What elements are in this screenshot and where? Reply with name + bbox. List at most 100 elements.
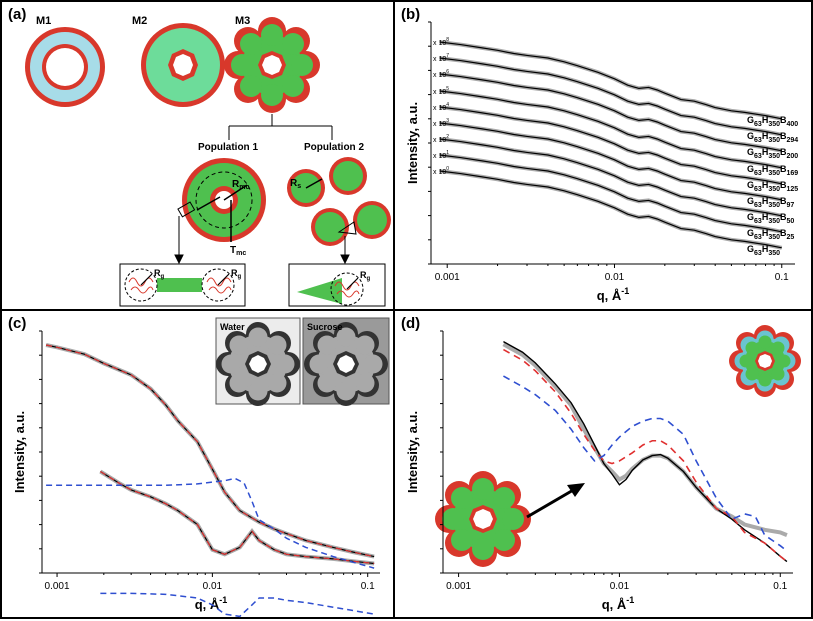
series-label: G63H350B294 [747, 131, 798, 144]
fit-line [439, 73, 782, 152]
series-fit-black [503, 341, 788, 563]
fit-line [439, 170, 782, 249]
model-m3-particle [224, 17, 320, 113]
detail-box-1 [119, 263, 246, 307]
series-label: G63H350B50 [747, 212, 794, 225]
x-tick-label: 0.001 [45, 581, 70, 592]
panel-c: (c) Water [0, 309, 395, 619]
chart-c: Water Sucrose 0.001 0.01 0.1 q, Å-1 Intensit… [12, 317, 390, 618]
series-G63H350B25: G63H350B25 [439, 153, 794, 241]
rs-label: Rs [290, 178, 301, 190]
fit-line [439, 138, 782, 217]
rg-label-1: Rg [154, 268, 165, 280]
inset-particle-top [729, 325, 801, 397]
series-G63H350B294: G63H350B294 [439, 56, 798, 144]
population-2-particles [287, 157, 391, 246]
model-m1-particle [25, 27, 105, 107]
offset-label: x 101 [433, 150, 449, 160]
inset-water [215, 317, 301, 406]
population-tree [228, 114, 333, 140]
chart-b: 0.001 0.01 0.1 q, Å-1 Intensity, a.u. G63H350… [405, 21, 798, 303]
axes-0: 0.001 0.01 0.1 q, Å-1 Intensity, a.u. [405, 21, 795, 303]
offset-label: x 100 [433, 166, 449, 176]
x-tick-label: 0.1 [775, 272, 789, 283]
rg-label-2: Rg [231, 268, 242, 280]
fit-line [439, 41, 782, 120]
y-axis-label: Intensity, a.u. [12, 411, 27, 493]
panel-b: (b) 0.001 0.01 0.1 q, Å-1 Intensity, a.u. G63… [393, 0, 813, 311]
schematic-svg: M1 M2 M3 [25, 15, 391, 307]
series-dash-blue-low [100, 592, 375, 618]
panel-d: (d) [393, 309, 813, 619]
inset-particle-bottom [435, 471, 531, 567]
series-G63H350B400: G63H350B400 [439, 40, 798, 128]
series-G63H350B97: G63H350B97 [439, 121, 794, 209]
chart-d: 0.001 0.01 0.1 q, Å-1 Intensity, a.u. [405, 325, 801, 612]
x-axis-label: q, Å-1 [195, 595, 228, 612]
series-dash-blue [503, 375, 788, 552]
offset-label: x 102 [433, 134, 449, 144]
series-dash-blue-mid [46, 477, 375, 569]
fit-red-data-upper [45, 344, 375, 558]
fit-line [439, 57, 782, 136]
panel-label-b: (b) [401, 6, 421, 23]
x-tick-label: 0.001 [435, 272, 460, 283]
x-tick-label: 0.01 [605, 272, 625, 283]
offset-label: x 103 [433, 118, 449, 128]
x-tick-label: 0.001 [446, 581, 471, 592]
series-dash-red [503, 348, 788, 563]
series-G63H350: G63H350 [439, 169, 783, 257]
series-label: G63H350 [747, 244, 780, 257]
r-core-label: Rmc [232, 179, 249, 191]
fit-line [439, 90, 782, 169]
x-tick-label: 0.01 [610, 581, 630, 592]
x-axis-label: q, Å-1 [602, 595, 635, 612]
offset-label: x 108 [433, 37, 449, 47]
axes-2: 0.001 0.01 0.1 q, Å-1 Intensity, a.u. [405, 330, 793, 612]
series-label: G63H350B25 [747, 228, 794, 241]
inset-sucrose-label: Sucrose [307, 322, 343, 332]
series-label: G63H350B200 [747, 147, 798, 160]
x-tick-label: 0.1 [361, 581, 375, 592]
panel-a: (a) M1 M2 M3 [0, 0, 395, 311]
series-label: G63H350B97 [747, 196, 794, 209]
series-G63H350B169: G63H350B169 [439, 89, 798, 177]
detail-arrows [174, 216, 350, 265]
fit-line [439, 106, 782, 185]
fit-line [439, 154, 782, 233]
offset-label: x 106 [433, 69, 449, 79]
model-label-m1: M1 [36, 15, 51, 27]
inset-water-label: Water [220, 322, 245, 332]
series-G63H350B50: G63H350B50 [439, 137, 794, 225]
offset-label: x 105 [433, 86, 449, 96]
series-label: G63H350B125 [747, 180, 798, 193]
rg-label-3: Rg [360, 270, 371, 282]
series-label: G63H350B400 [747, 115, 798, 128]
fit-red-data-lower [100, 470, 375, 565]
series-label: G63H350B169 [747, 164, 798, 177]
pointer-arrow [526, 483, 585, 519]
series-G63H350B125: G63H350B125 [439, 105, 798, 193]
model-label-m3: M3 [235, 15, 250, 27]
t-shell-label: Tmc [230, 245, 246, 257]
offset-label: x 104 [433, 102, 449, 112]
model-m2-particle [141, 23, 225, 107]
panel-label-d: (d) [401, 315, 421, 332]
axes-1: 0.001 0.01 0.1 q, Å-1 Intensity, a.u. [12, 330, 380, 612]
fit-line [439, 122, 782, 201]
panel-label-a: (a) [8, 6, 27, 23]
population-2-label: Population 2 [304, 142, 364, 153]
y-axis-label: Intensity, a.u. [405, 102, 420, 184]
population-1-label: Population 1 [198, 142, 258, 153]
model-label-m2: M2 [132, 15, 147, 27]
population-1-particle [177, 158, 266, 242]
offset-label: x 107 [433, 53, 449, 63]
y-axis-label: Intensity, a.u. [405, 411, 420, 493]
x-tick-label: 0.01 [203, 581, 223, 592]
x-tick-label: 0.1 [773, 581, 787, 592]
inset-sucrose [302, 317, 390, 406]
detail-box-2 [288, 263, 386, 307]
series-G63H350B200: G63H350B200 [439, 72, 798, 160]
x-axis-label: q, Å-1 [597, 286, 630, 303]
panel-label-c: (c) [8, 315, 27, 332]
